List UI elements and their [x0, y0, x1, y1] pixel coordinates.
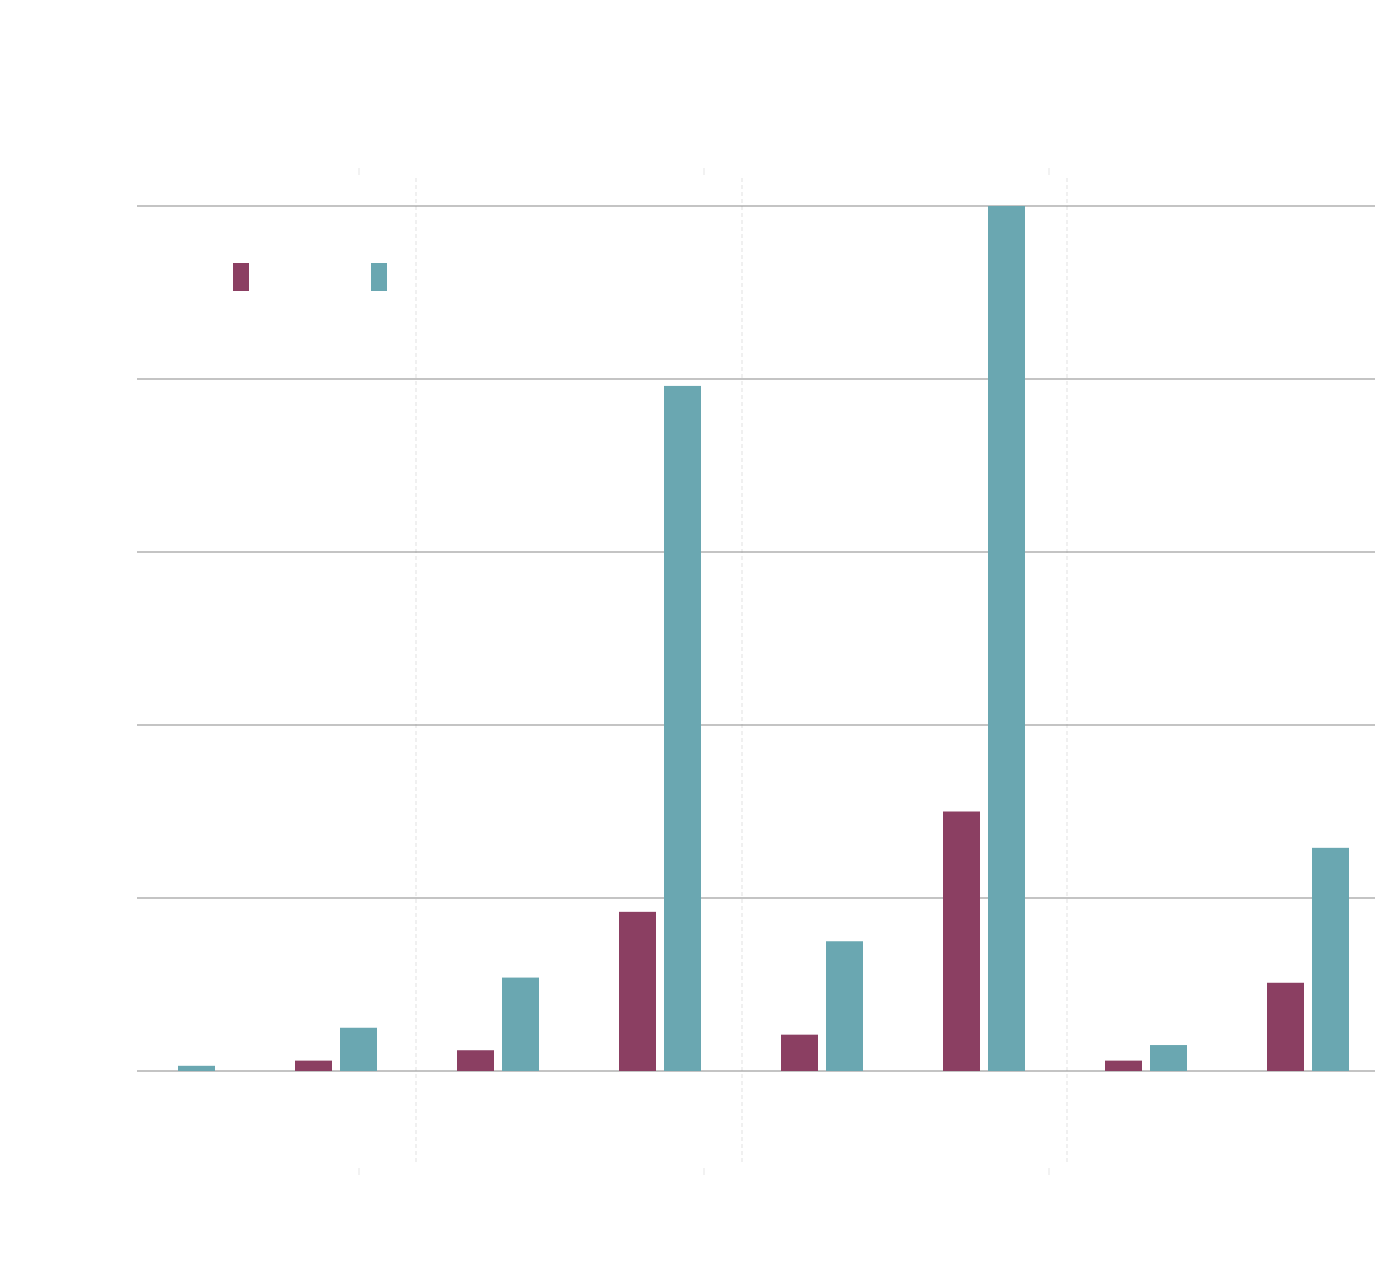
bar — [295, 1060, 332, 1071]
bar — [664, 385, 701, 1071]
bar — [826, 941, 863, 1071]
bar — [619, 911, 656, 1071]
bar — [1105, 1060, 1142, 1071]
bar — [1312, 847, 1349, 1071]
bar — [988, 206, 1025, 1071]
bar — [1267, 982, 1304, 1071]
bar — [340, 1027, 377, 1071]
bar — [943, 811, 980, 1071]
bar — [781, 1034, 818, 1071]
legend-swatch — [233, 263, 249, 291]
legend-swatch — [371, 263, 387, 291]
bar — [502, 977, 539, 1071]
bar — [178, 1065, 215, 1071]
bar — [457, 1050, 494, 1071]
bar — [1150, 1045, 1187, 1071]
